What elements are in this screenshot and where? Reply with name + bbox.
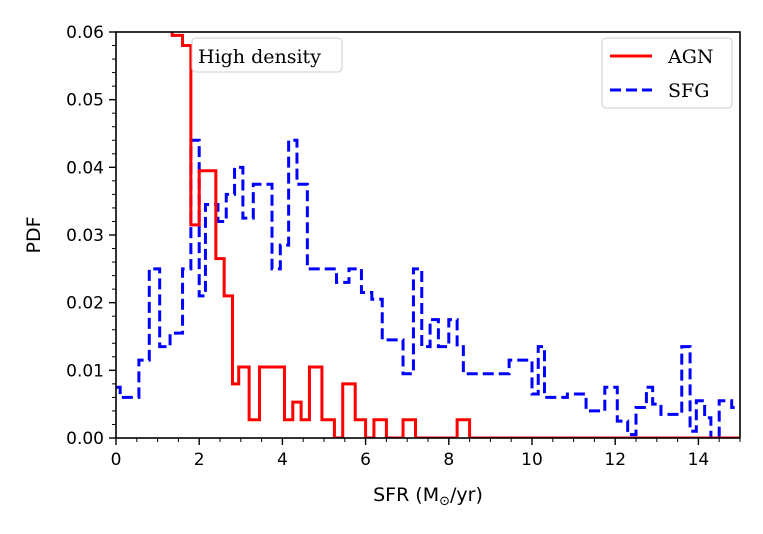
x-tick-label-0: 0 xyxy=(111,450,122,470)
x-axis-label-sub: ⊙ xyxy=(439,494,450,509)
y-tick-label-0.05: 0.05 xyxy=(66,91,104,111)
y-tick-label-0.02: 0.02 xyxy=(66,294,104,314)
series-layer xyxy=(116,32,740,438)
x-tick-label-12: 12 xyxy=(604,450,626,470)
annotation-text: High density xyxy=(198,46,321,68)
legend-label-sfg: SFG xyxy=(668,80,709,102)
series-agn-line xyxy=(170,32,740,438)
legend: AGN SFG xyxy=(601,37,733,109)
y-tick-label-0.01: 0.01 xyxy=(66,361,104,381)
annotation: High density xyxy=(191,37,343,73)
y-axis-label: PDF xyxy=(23,216,45,253)
x-tick-label-10: 10 xyxy=(521,450,543,470)
y-tick-label-0.06: 0.06 xyxy=(66,23,104,43)
y-tick-label-0.03: 0.03 xyxy=(66,226,104,246)
x-axis-label-main: SFR (M xyxy=(373,484,439,506)
x-axis-label-tail: /yr) xyxy=(450,484,483,506)
plot-frame xyxy=(115,31,741,439)
y-tick-label-0.04: 0.04 xyxy=(66,158,104,178)
annotation-box xyxy=(191,37,343,73)
x-tick-label-8: 8 xyxy=(443,450,454,470)
x-tick-label-4: 4 xyxy=(277,450,288,470)
x-tick-label-2: 2 xyxy=(194,450,205,470)
legend-label-agn: AGN xyxy=(667,46,714,68)
x-tick-label-6: 6 xyxy=(360,450,371,470)
series-sfg-line xyxy=(116,138,740,438)
x-axis-label: SFR (M⊙/yr) xyxy=(373,484,483,509)
x-tick-label-14: 14 xyxy=(688,450,710,470)
axis-layer: 0 2 4 6 8 10 12 14 0.00 0.01 0.02 0.03 0.04 0.05 0.06 xyxy=(66,23,741,470)
y-tick-label-0.00: 0.00 xyxy=(66,429,104,449)
